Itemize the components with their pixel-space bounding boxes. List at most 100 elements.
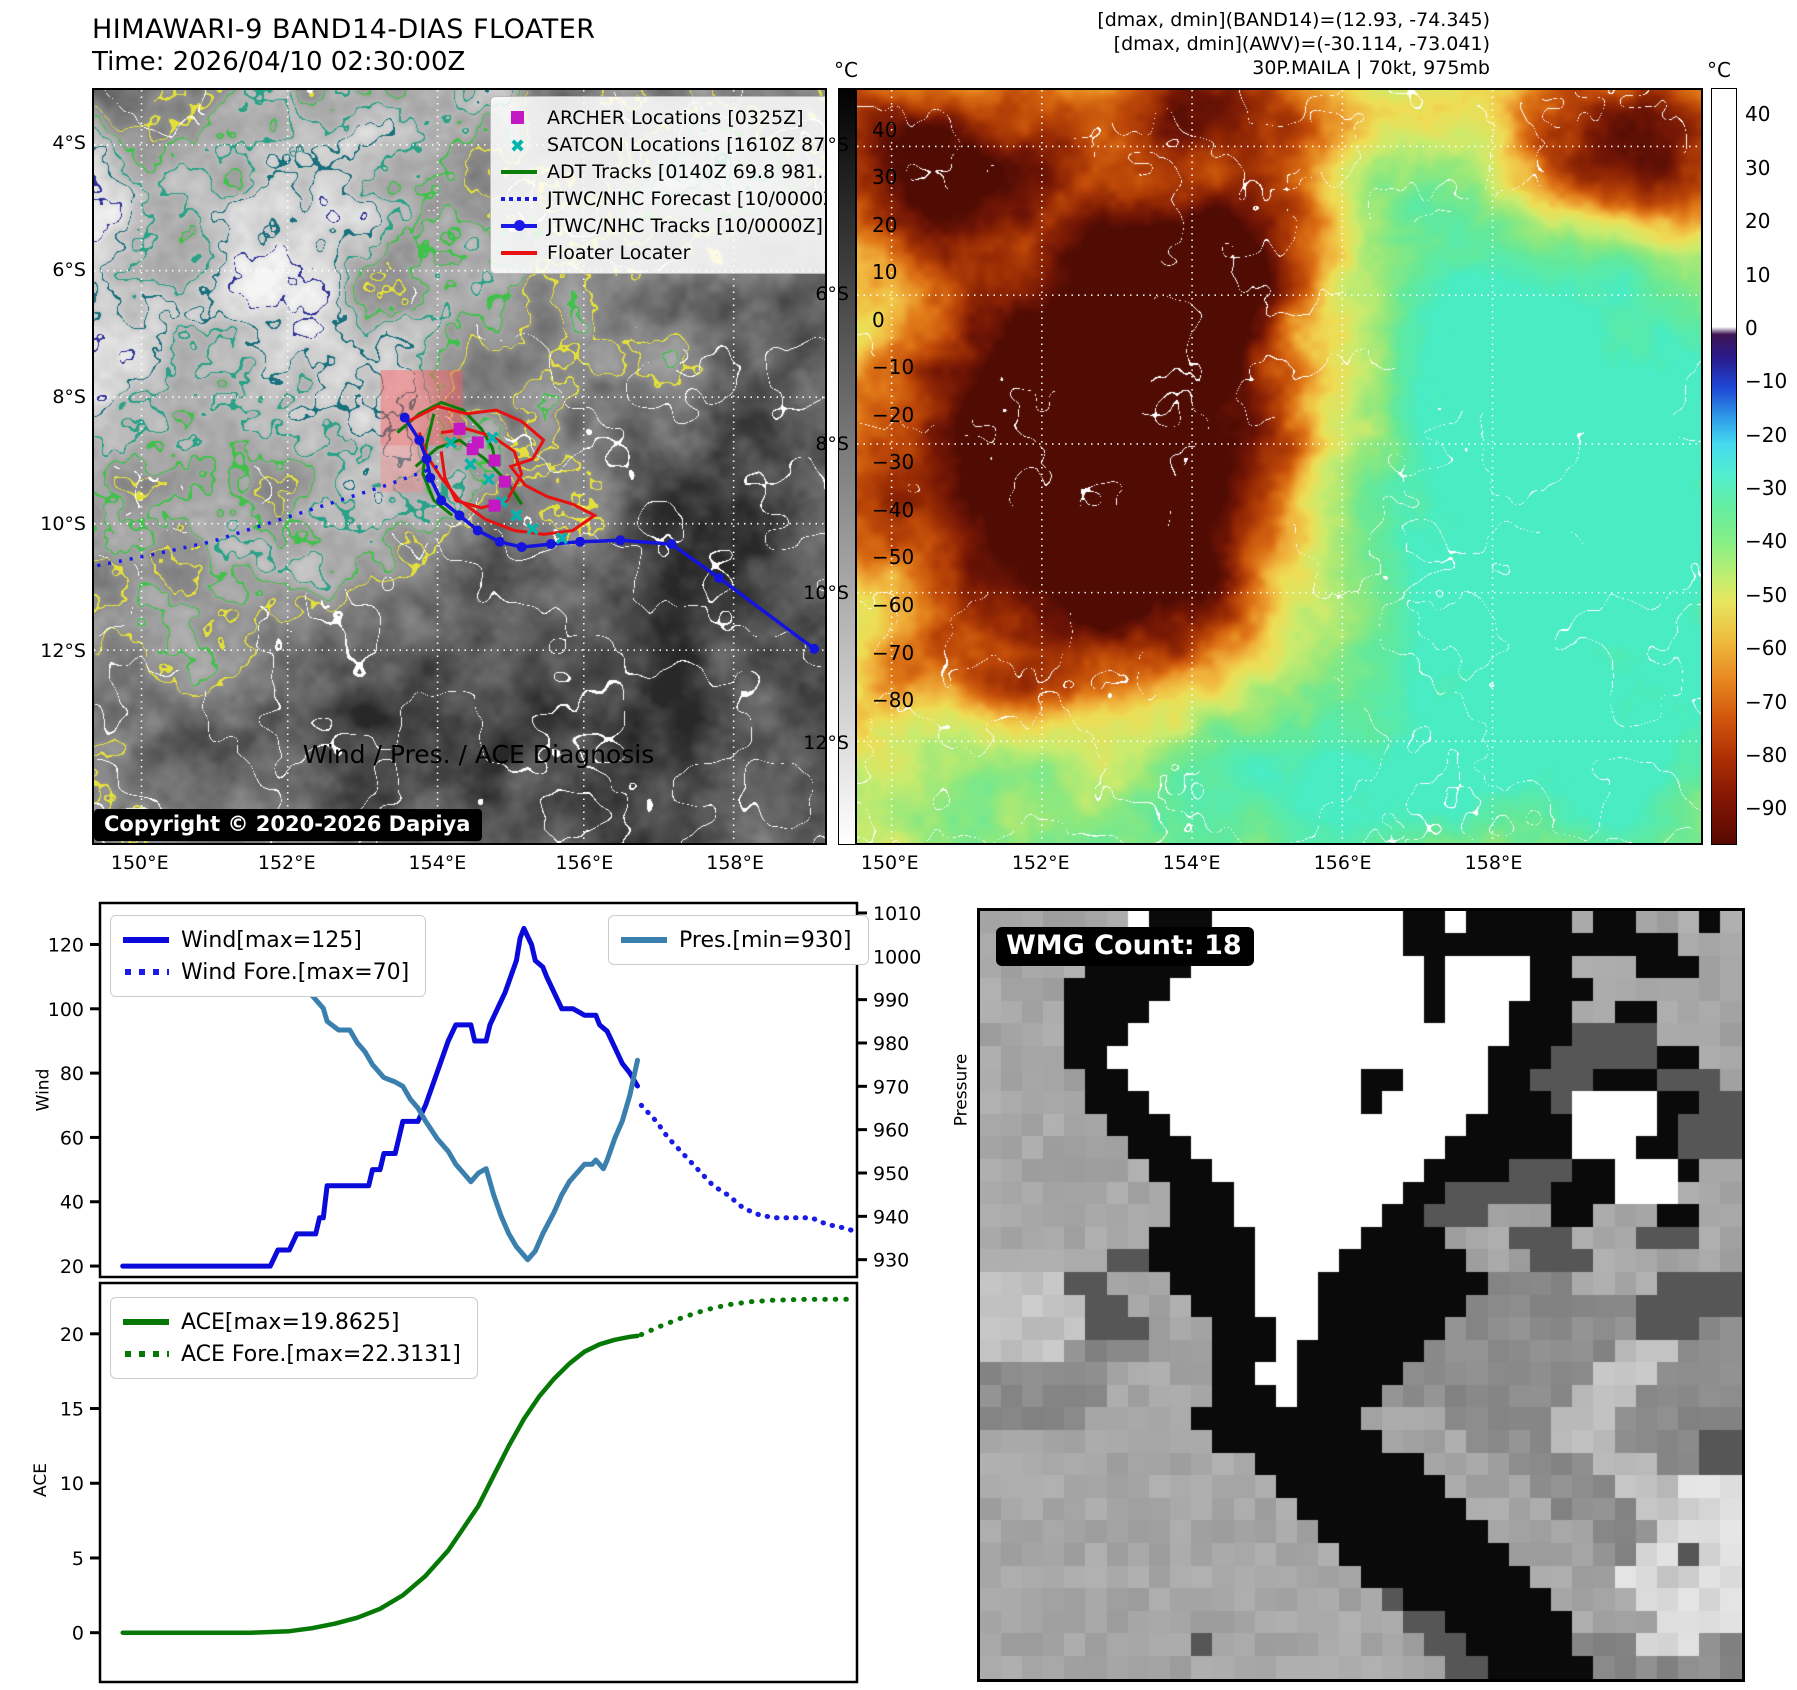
band14-colorbar-tick: −50 [872, 545, 915, 570]
awv-colorbar-tick: −40 [1745, 529, 1788, 554]
awv-colorbar-tick: 20 [1745, 209, 1771, 234]
floater-line-icon [501, 243, 537, 263]
awv-satellite-image [857, 90, 1701, 843]
legend-row-adt: ADT Tracks [0140Z 69.8 981.3] [501, 158, 827, 185]
pressure-line-icon [621, 929, 667, 951]
wmg-grid-image [980, 911, 1742, 1679]
ace-fore-dotted-icon [123, 1343, 169, 1365]
ace-tick-label: 5 [72, 1548, 84, 1570]
satcon-x-icon: ✖ [510, 135, 526, 157]
band14-colorbar-tick: −70 [872, 640, 915, 665]
awv-colorbar-tick: 30 [1745, 155, 1771, 180]
awv-x-tick-label: 152°E [1011, 852, 1070, 874]
awv-y-tick-label: 8°S [815, 432, 849, 455]
band14-colorbar-tick: 0 [872, 307, 885, 332]
legend-row-satcon: ✖ SATCON Locations [1610Z 87 961] [501, 131, 825, 158]
legend-row-floater: Floater Locater [501, 239, 825, 266]
annotation-block: [dmax, dmin](BAND14)=(12.93, -74.345) [d… [1097, 8, 1490, 80]
wind-tick-label: 20 [60, 1256, 84, 1278]
ace-tick-label: 20 [60, 1324, 84, 1346]
pressure-legend-row: Pres.[min=930] [621, 924, 852, 956]
band14-colorbar-tick: 10 [872, 260, 898, 285]
legend-label: JTWC/NHC Forecast [10/0000Z] [547, 187, 827, 210]
copyright-badge: Copyright © 2020-2026 Dapiya [94, 809, 483, 841]
map-legend: ARCHER Locations [0325Z] ✖ SATCON Locati… [490, 96, 827, 274]
awv-x-tick-label: 154°E [1162, 852, 1221, 874]
awv-colorbar-tick: −90 [1745, 796, 1788, 821]
wind-tick-label: 80 [60, 1063, 84, 1085]
wind-tick-label: 60 [60, 1127, 84, 1149]
awv-x-tick-label: 158°E [1464, 852, 1523, 874]
awv-colorbar-tick: −70 [1745, 689, 1788, 714]
wmg-panel: WMG Count: 18 [977, 908, 1745, 1682]
band14-x-tick-label: 156°E [555, 852, 614, 874]
pressure-tick-label: 1010 [873, 903, 921, 925]
wind-tick-label: 40 [60, 1192, 84, 1214]
wind-fore-legend-row: Wind Fore.[max=70] [123, 956, 409, 988]
band14-x-tick-label: 158°E [706, 852, 765, 874]
band14-y-tick-label: 4°S [52, 132, 86, 155]
awv-x-tick-label: 150°E [860, 852, 919, 874]
jtwc-linedot-icon [501, 216, 537, 236]
forecast-dotted-icon [501, 189, 537, 209]
ace-legend: ACE[max=19.8625] ACE Fore.[max=22.3131] [110, 1297, 478, 1379]
ace-chart-series [120, 1296, 852, 1635]
awv-colorbar-tick: −20 [1745, 422, 1788, 447]
wind-tick-label: 120 [48, 934, 84, 956]
series-ace-fore-max-22-3131- [638, 1296, 852, 1338]
wind-legend-row: Wind[max=125] [123, 924, 409, 956]
band14-y-tick-label: 8°S [52, 385, 86, 408]
awv-colorbar-tick: −80 [1745, 742, 1788, 767]
legend-label: ARCHER Locations [0325Z] [547, 106, 804, 129]
annotation-awv: [dmax, dmin](AWV)=(-30.114, -73.041) [1113, 33, 1490, 55]
band14-colorbar-tick: −40 [872, 497, 915, 522]
wind-tick-label: 100 [48, 999, 84, 1021]
series-ace-max-19-8625- [120, 1333, 640, 1635]
legend-label: ACE Fore.[max=22.3131] [181, 1341, 461, 1367]
awv-colorbar [1711, 88, 1737, 845]
band14-y-tick-label: 10°S [40, 513, 86, 536]
diagnosis-title: Wind / Pres. / ACE Diagnosis [302, 740, 655, 769]
pressure-tick-label: 990 [873, 990, 909, 1012]
pressure-tick-label: 930 [873, 1250, 909, 1272]
band14-colorbar-tick: 40 [872, 117, 898, 142]
awv-colorbar-tick: −30 [1745, 476, 1788, 501]
adt-line-icon [501, 162, 537, 182]
band14-x-tick-label: 150°E [110, 852, 169, 874]
pressure-axis-label: Pressure [951, 1053, 972, 1127]
legend-label: Floater Locater [547, 241, 691, 264]
figure-title: HIMAWARI-9 BAND14-DIAS FLOATER [92, 14, 596, 45]
band14-colorbar-unit: °C [834, 58, 858, 82]
legend-label: Wind Fore.[max=70] [181, 959, 410, 985]
series-wind-max-125- [120, 925, 640, 1269]
awv-x-tick-label: 156°E [1313, 852, 1372, 874]
legend-label: ADT Tracks [0140Z 69.8 981.3] [547, 160, 827, 183]
legend-row-archer: ARCHER Locations [0325Z] [501, 104, 825, 131]
ace-tick-label: 15 [60, 1399, 84, 1421]
wind-axis-label: Wind [33, 1068, 54, 1112]
pressure-tick-label: 940 [873, 1206, 909, 1228]
legend-row-jtwc: JTWC/NHC Tracks [10/0000Z] [501, 212, 825, 239]
awv-y-tick-label: 6°S [815, 283, 849, 306]
wind-legend: Wind[max=125] Wind Fore.[max=70] [110, 915, 427, 997]
band14-y-tick-label: 12°S [40, 640, 86, 663]
band14-y-tick-label: 6°S [52, 258, 86, 281]
band14-colorbar-tick: 20 [872, 212, 898, 237]
band14-colorbar-tick: 30 [872, 165, 898, 190]
ace-fore-legend-row: ACE Fore.[max=22.3131] [123, 1338, 461, 1370]
ace-axis-label: ACE [30, 1463, 51, 1497]
pressure-tick-label: 970 [873, 1076, 909, 1098]
legend-row-forecast: JTWC/NHC Forecast [10/0000Z] [501, 185, 827, 212]
awv-colorbar-tick: 10 [1745, 262, 1771, 287]
awv-y-tick-label: 12°S [803, 731, 849, 754]
wind-line-icon [123, 929, 169, 951]
band14-colorbar-tick: −20 [872, 402, 915, 427]
figure-subtitle-time: Time: 2026/04/10 02:30:00Z [92, 47, 466, 77]
awv-colorbar-tick: −10 [1745, 369, 1788, 394]
wmg-count-badge: WMG Count: 18 [996, 927, 1254, 966]
awv-colorbar-tick: 0 [1745, 315, 1758, 340]
wind-fore-dotted-icon [123, 961, 169, 983]
band14-colorbar-tick: −60 [872, 593, 915, 618]
awv-colorbar-tick: −60 [1745, 636, 1788, 661]
ace-legend-row: ACE[max=19.8625] [123, 1306, 461, 1338]
